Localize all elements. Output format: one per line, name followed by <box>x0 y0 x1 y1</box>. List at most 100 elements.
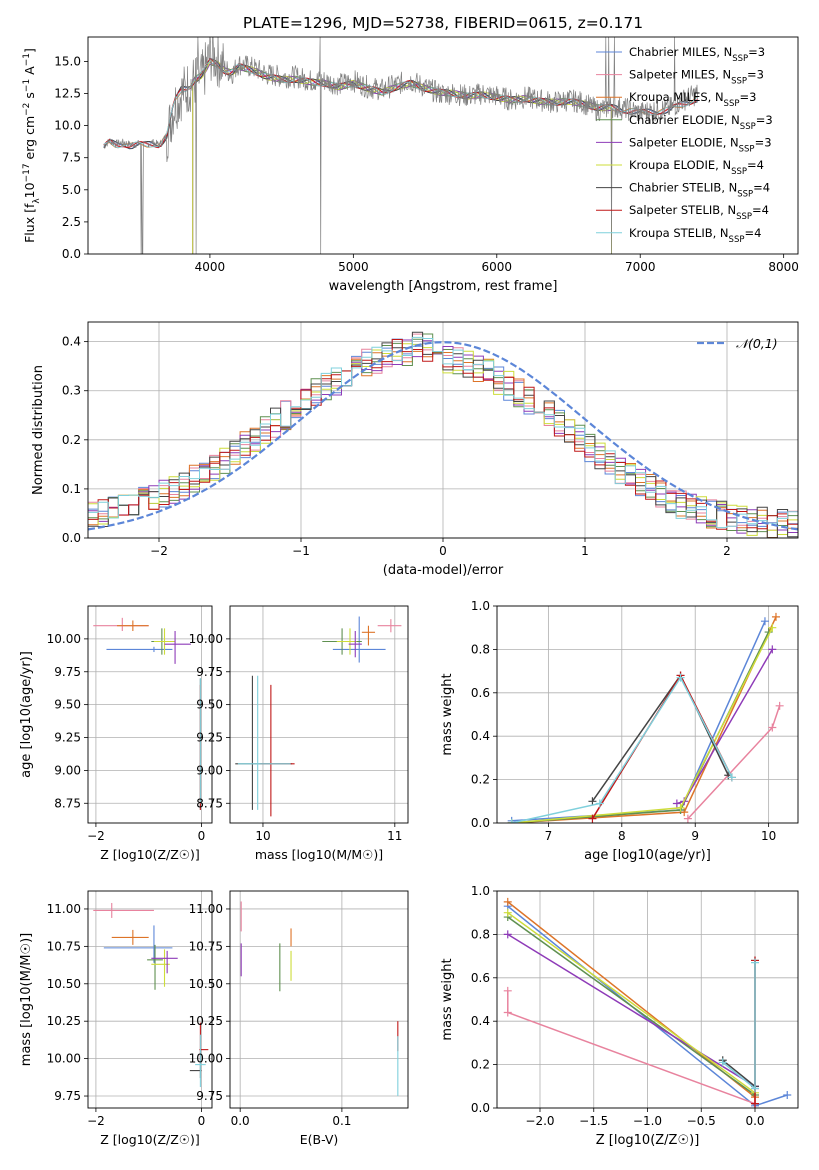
plot-area-mass_vs_EBV <box>240 901 399 1097</box>
y-tick-label: 1.0 <box>471 884 490 898</box>
x-tick-label: 2 <box>723 544 731 558</box>
plot-area-massweight_vs_Z <box>503 897 792 1108</box>
x-tick-label: 0.0 <box>745 1114 764 1128</box>
y-tick-label: 0.2 <box>471 1058 490 1072</box>
y-tick-label: 0.4 <box>62 335 81 349</box>
line-chabrier_elodie <box>507 916 756 1096</box>
line-kroupa_miles <box>511 616 777 823</box>
x-tick-label: 0 <box>198 829 206 843</box>
line-kroupa_elodie <box>511 627 773 823</box>
marker-kroupa_stelib <box>595 799 604 808</box>
x-axis-label: Z [log10(Z/Z☉)] <box>596 1133 700 1148</box>
marker-kroupa_stelib <box>718 1058 727 1067</box>
plot-area-massweight_vs_age <box>507 612 784 823</box>
plot-area-age_vs_Z <box>93 617 201 810</box>
line-chabrier_stelib <box>722 960 756 1088</box>
y-tick-label: 0.2 <box>471 773 490 787</box>
y-tick-label: 0.8 <box>471 927 490 941</box>
marker-salpeter_elodie <box>672 799 681 808</box>
marker-salpeter_miles <box>768 723 777 732</box>
marker-kroupa_elodie <box>503 908 512 917</box>
y-tick-label: 10.25 <box>47 1014 81 1028</box>
x-tick-label: 0.0 <box>231 1114 250 1128</box>
y-tick-label: 9.75 <box>54 665 81 679</box>
y-tick-label: 9.50 <box>196 698 223 712</box>
legend-label-kroupa_elodie: Kroupa ELODIE, NSSP=4 <box>629 158 764 177</box>
y-tick-label: 2.5 <box>62 215 81 229</box>
histogram-kroupa_stelib <box>88 336 798 529</box>
grid-mass_vs_Z <box>88 891 212 1108</box>
marker-kroupa_elodie <box>768 623 777 632</box>
plot-area-residuals <box>88 331 798 538</box>
panel-mass_vs_Z: −2 0 9.75 10.00 10.25 10.50 10.75 11.00 Z [log10… <box>19 890 213 1147</box>
marker-kroupa_stelib <box>751 958 759 967</box>
model-line-chabrier_elodie <box>192 63 612 254</box>
axes-frame <box>87 605 213 824</box>
panel-residuals: −2 −1 0 1 2 0.0 0.1 0.2 0.3 0.4 (data-model)/error… <box>31 321 799 578</box>
axes-frame <box>87 890 213 1109</box>
x-axis-label: mass [log10(M/M☉)] <box>255 847 383 862</box>
y-tick-label: 0.6 <box>471 971 490 985</box>
y-tick-label: 7.5 <box>62 151 81 165</box>
y-tick-label: 0.8 <box>471 642 490 656</box>
marker-kroupa_miles <box>503 897 512 906</box>
y-tick-label: 10.00 <box>189 1052 223 1066</box>
marker-chabrier_miles <box>760 617 769 626</box>
y-tick-label: 0.0 <box>62 531 81 545</box>
grid-massweight_vs_age <box>497 605 798 824</box>
axes-frame <box>496 890 799 1109</box>
y-tick-label: 1.0 <box>471 599 490 613</box>
y-tick-label: 10.0 <box>54 119 81 133</box>
y-axis-label: mass [log10(M/M☉)] <box>19 933 34 1066</box>
x-tick-label: 1 <box>581 544 589 558</box>
x-tick-label: 9 <box>691 829 699 843</box>
y-tick-label: 10.25 <box>189 1014 223 1028</box>
x-tick-label: 10 <box>761 829 776 843</box>
grid-mass_vs_EBV <box>230 891 408 1108</box>
x-tick-label: 11 <box>387 829 402 843</box>
y-tick-label: 9.25 <box>196 731 223 745</box>
line-kroupa_stelib <box>511 676 733 823</box>
axes-frame <box>496 605 799 824</box>
gaussian-curve <box>88 341 798 531</box>
line-kroupa_elodie <box>507 912 756 1094</box>
panel-mass_vs_EBV: 0.0 0.1 9.75 10.00 10.25 10.50 10.75 11.00 E(B-V… <box>189 890 409 1147</box>
x-tick-label: 0 <box>439 544 447 558</box>
y-axis-label: Flux [fλ10−17 erg cm−2 s−1 A−1] <box>22 48 42 243</box>
marker-salpeter_elodie <box>768 645 777 654</box>
y-tick-label: 15.0 <box>54 54 81 68</box>
axes-frame <box>229 605 409 824</box>
marker-salpeter_miles <box>683 814 692 823</box>
x-axis-label: E(B-V) <box>300 1132 339 1147</box>
x-axis-label: age [log10(age/yr)] <box>584 848 711 863</box>
legend-label-salpeter_stelib: Salpeter STELIB, NSSP=4 <box>629 203 769 222</box>
y-tick-label: 10.00 <box>47 1052 81 1066</box>
axes-frame <box>87 321 799 539</box>
grid-massweight_vs_Z <box>497 890 798 1109</box>
y-tick-label: 8.75 <box>54 796 81 810</box>
y-tick-label: 0.0 <box>471 816 490 830</box>
marker-salpeter_miles <box>775 701 784 710</box>
y-axis-label: mass weight <box>440 958 455 1040</box>
y-tick-label: 10.50 <box>47 977 81 991</box>
x-tick-label: −2.0 <box>525 1114 554 1128</box>
panel-age_vs_Z: −2 0 8.75 9.00 9.25 9.50 9.75 10.00 Z [log10(Z/Z… <box>19 605 213 862</box>
y-tick-label: 9.75 <box>196 665 223 679</box>
spectrum-legend: Chabrier MILES, NSSP=3 Salpeter MILES, NS… <box>596 45 773 245</box>
plot-area-mass_vs_Z <box>93 902 209 1088</box>
y-tick-label: 9.75 <box>196 1089 223 1103</box>
plot-area-age_vs_mass <box>235 616 402 817</box>
y-tick-label: 8.75 <box>196 796 223 810</box>
x-tick-label: 7 <box>545 829 553 843</box>
y-tick-label: 10.00 <box>189 632 223 646</box>
y-tick-label: 11.00 <box>47 902 81 916</box>
grid-age_vs_mass <box>230 606 408 823</box>
y-tick-label: 0.4 <box>471 1014 490 1028</box>
marker-salpeter_stelib <box>751 1099 759 1108</box>
histogram-chabrier_stelib <box>88 331 798 538</box>
marker-kroupa_stelib <box>676 673 685 682</box>
y-tick-label: 9.00 <box>54 763 81 777</box>
plot-area-spectrum <box>103 37 698 254</box>
x-axis-label: wavelength [Angstrom, rest frame] <box>329 279 558 294</box>
